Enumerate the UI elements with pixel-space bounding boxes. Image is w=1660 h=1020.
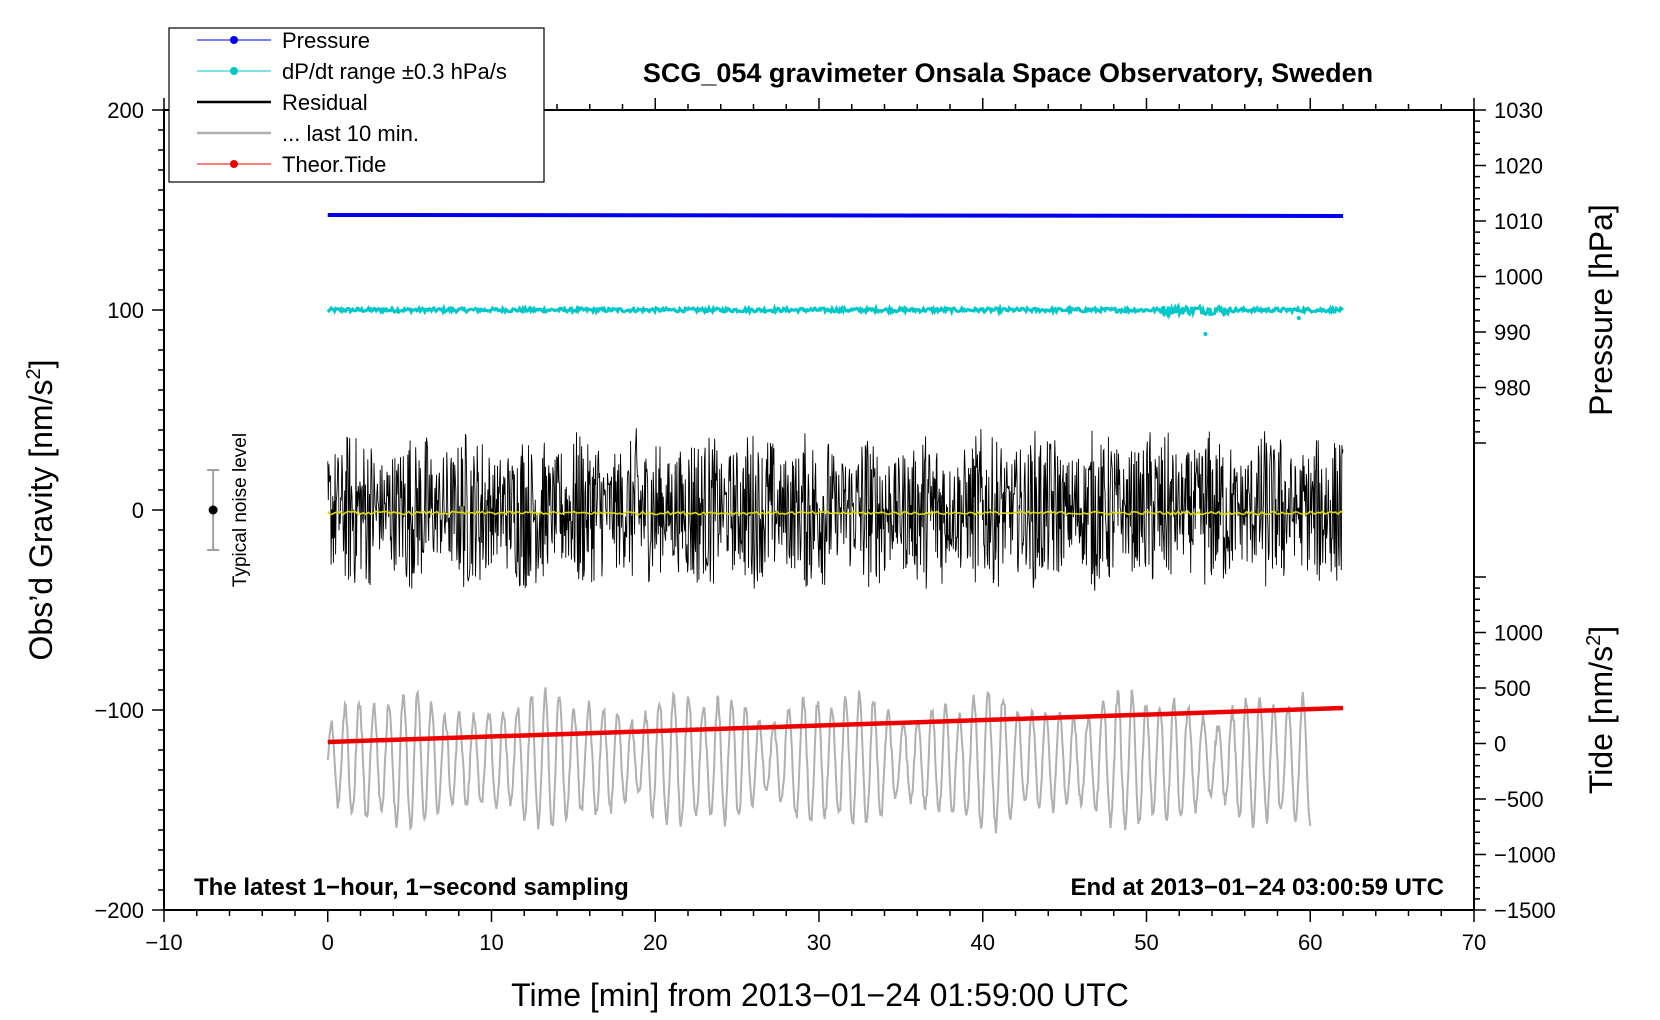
y-axis-left-title: Obs’d Gravity [nm/s2]: [23, 360, 59, 661]
pressure-tick-label: 1030: [1494, 98, 1543, 123]
legend-item-residual: Residual: [197, 90, 368, 115]
x-tick-label: 30: [807, 930, 831, 955]
noise-level-label: Typical noise level: [230, 433, 251, 587]
x-tick-label: 60: [1298, 930, 1322, 955]
x-tick-label: 10: [479, 930, 503, 955]
noise-level-dot: [208, 505, 218, 515]
y-left-tick-label: 100: [107, 298, 144, 323]
legend-item-dpdt: dP/dt range ±0.3 hPa/s: [197, 59, 507, 84]
noise-level-indicator: Typical noise level: [207, 433, 251, 587]
tide-tick-label: 1000: [1494, 621, 1543, 646]
legend-label-last10: ... last 10 min.: [282, 121, 419, 146]
x-tick-label: −10: [145, 930, 182, 955]
legend-item-tide: Theor.Tide: [197, 152, 386, 177]
chart-title: SCG_054 gravimeter Onsala Space Observat…: [643, 58, 1373, 88]
y-axis-pressure-title: Pressure [hPa]: [1583, 204, 1619, 416]
pressure-tick-label: 990: [1494, 320, 1531, 345]
series-dpdt-outlier: [1203, 332, 1208, 336]
legend-item-last10: ... last 10 min.: [197, 121, 419, 146]
legend-marker-dpdt: [230, 67, 238, 75]
tide-tick-label: −1500: [1494, 898, 1556, 923]
x-tick-label: 20: [643, 930, 667, 955]
legend-marker-pressure: [230, 36, 238, 44]
legend-box: [168, 27, 545, 183]
pressure-tick-label: 1020: [1494, 154, 1543, 179]
x-tick-label: 40: [971, 930, 995, 955]
pressure-tick-label: 1000: [1494, 265, 1543, 290]
series-residual: [327, 428, 1344, 591]
y-left-tick-label: 200: [107, 98, 144, 123]
y-axis-tide-title: Tide [nm/s2]: [1583, 626, 1619, 794]
y-left-tick-label: −200: [94, 898, 144, 923]
tide-tick-label: 0: [1494, 732, 1506, 757]
y-left-tick-label: −100: [94, 698, 144, 723]
y-axis-left-title-sup: 2: [23, 368, 45, 379]
legend-label-dpdt: dP/dt range ±0.3 hPa/s: [282, 59, 507, 84]
y-left-tick-label: 0: [132, 498, 144, 523]
pressure-tick-label: 1010: [1494, 209, 1543, 234]
pressure-tick-label: 980: [1494, 376, 1531, 401]
legend-item-pressure: Pressure: [197, 28, 370, 53]
legend-marker-tide: [230, 160, 238, 168]
legend-label-residual: Residual: [282, 90, 368, 115]
series-tide: [327, 705, 1344, 745]
annotation-right: End at 2013−01−24 03:00:59 UTC: [1070, 874, 1444, 901]
tide-tick-label: 500: [1494, 676, 1531, 701]
annotation-left: The latest 1−hour, 1−second sampling: [194, 874, 629, 901]
series-layer: [326, 213, 1344, 834]
series-last10: [326, 687, 1312, 834]
legend-label-tide: Theor.Tide: [282, 152, 386, 177]
tick-labels: −10 0 10 20 30 40 50 60 702001000−100−2001030102…: [94, 98, 1555, 955]
x-tick-label: 50: [1134, 930, 1158, 955]
tide-tick-label: −1000: [1494, 843, 1556, 868]
series-residual-mean: [327, 510, 1344, 516]
series-pressure: [327, 213, 1344, 218]
x-tick-label: 70: [1462, 930, 1486, 955]
x-tick-label: 0: [322, 930, 334, 955]
x-axis-title: Time [min] from 2013−01−24 01:59:00 UTC: [511, 977, 1129, 1013]
series-dpdt: [326, 302, 1344, 320]
tide-tick-label: −500: [1494, 787, 1544, 812]
y-axis-tide-title-sup: 2: [1583, 635, 1605, 646]
legend: Pressure dP/dt range ±0.3 hPa/s Residual…: [168, 27, 545, 183]
legend-label-pressure: Pressure: [282, 28, 370, 53]
series-dpdt-outlier: [1296, 316, 1301, 320]
